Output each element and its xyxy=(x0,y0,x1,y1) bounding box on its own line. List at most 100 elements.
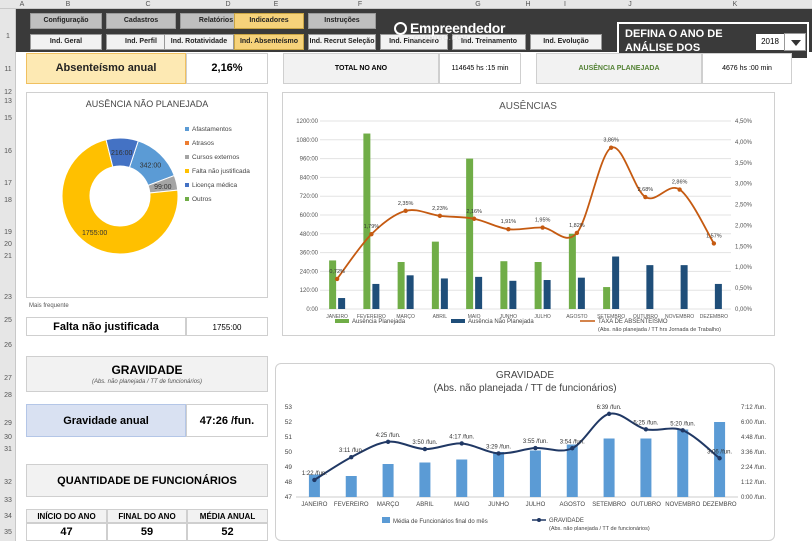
row-header-25[interactable]: 25 xyxy=(4,317,12,324)
y2-tick-label-7: 3,50% xyxy=(735,161,753,167)
bar-planejada-1 xyxy=(363,133,371,309)
row-header-34[interactable]: 34 xyxy=(4,513,12,520)
taxa-label-0: 0,72% xyxy=(329,269,345,275)
bar-planejada-3 xyxy=(431,241,439,309)
bar-nao-planejada-10 xyxy=(680,265,688,309)
grav-legend-bar-swatch xyxy=(382,517,390,523)
row-header-19[interactable]: 19 xyxy=(4,229,12,236)
x-tick-label-11: DEZEMBRO xyxy=(700,314,728,320)
bar-nao-planejada-6 xyxy=(543,280,551,309)
bar-nao-planejada-9 xyxy=(646,265,654,309)
kpi-absenteismo-label: Absenteísmo anual xyxy=(55,62,157,74)
gravidade-chart-panel: GRAVIDADE (Abs. não planejada / TT de fun… xyxy=(275,363,775,541)
row-header-27[interactable]: 27 xyxy=(4,375,12,382)
row-header-11[interactable]: 11 xyxy=(4,66,12,73)
x-tick-label-3: ABRIL xyxy=(433,314,448,320)
gravidade-label-11: 3:06 /fun. xyxy=(707,449,732,455)
column-header-b[interactable]: B xyxy=(65,1,71,8)
row-header-17[interactable]: 17 xyxy=(4,180,12,187)
row-header-30[interactable]: 30 xyxy=(4,434,12,441)
grav-y-tick-6: 53 xyxy=(285,404,293,411)
row-header-23[interactable]: 23 xyxy=(4,294,12,301)
legend-planejada-label: Ausência Planejada xyxy=(352,319,406,325)
legend-taxa-sublabel: (Abs. não planejada / TT hrs Jornada de … xyxy=(598,327,721,333)
taxa-label-10: 2,86% xyxy=(672,180,688,186)
row-header-28[interactable]: 28 xyxy=(4,392,12,399)
sub-ind-rotatividade-button[interactable]: Ind. Rotatividade xyxy=(164,34,234,50)
bar-nao-planejada-1 xyxy=(372,283,380,309)
media-label: MÉDIA ANUAL xyxy=(199,512,256,521)
nav-indicadores-button[interactable]: Indicadores xyxy=(234,13,304,29)
row-header-15[interactable]: 15 xyxy=(4,115,12,122)
y-tick-label-1: 120:00 xyxy=(300,288,319,294)
sub-ind-absenteismo-button[interactable]: Ind. Absenteísmo xyxy=(234,34,304,50)
legend-swatch-4 xyxy=(185,183,189,187)
year-select-value[interactable]: 2018 xyxy=(756,34,784,50)
column-header-e[interactable]: E xyxy=(273,1,279,8)
y-tick-label-8: 960:00 xyxy=(300,157,319,163)
column-header-j[interactable]: J xyxy=(628,1,632,8)
gravidade-title: GRAVIDADE xyxy=(111,363,183,377)
sub-ind-treinamento-button[interactable]: Ind. Treinamento xyxy=(452,34,526,50)
taxa-label-8: 3,86% xyxy=(603,138,619,144)
grav-x-tick-6: JULHO xyxy=(526,502,546,508)
x-tick-label-2: MARÇO xyxy=(396,314,415,320)
row-header-33[interactable]: 33 xyxy=(4,497,12,504)
column-header-a[interactable]: A xyxy=(19,1,25,8)
nav-configuracao-button[interactable]: Configuração xyxy=(30,13,102,29)
y2-tick-label-2: 1,00% xyxy=(735,265,753,271)
inicio-value: 47 xyxy=(60,526,73,538)
sub-ind-evolucao-button[interactable]: Ind. Evolução xyxy=(530,34,602,50)
column-header-c[interactable]: C xyxy=(145,1,151,8)
row-header-29[interactable]: 29 xyxy=(4,420,12,427)
row-header-20[interactable]: 20 xyxy=(4,241,12,248)
nav-cadastros-button[interactable]: Cadastros xyxy=(106,13,176,29)
sub-ind-geral-button[interactable]: Ind. Geral xyxy=(30,34,102,50)
row-header-35[interactable]: 35 xyxy=(4,529,12,536)
x-tick-label-4: MAIO xyxy=(468,314,481,320)
sub-ind-recrut-selecao-button[interactable]: Ind. Recrut Seleção xyxy=(308,34,376,50)
row-header-32[interactable]: 32 xyxy=(4,479,12,486)
taxa-label-11: 1,57% xyxy=(706,233,722,239)
column-header-d[interactable]: D xyxy=(225,1,231,8)
gravidade-label-7: 3:54 /fun. xyxy=(560,439,585,445)
inicio-value-cell: 47 xyxy=(26,523,107,541)
sub-ind-financeiro-button[interactable]: Ind. Financeiro xyxy=(380,34,448,50)
grav-bar-9 xyxy=(640,438,652,497)
gravidade-point-6 xyxy=(533,445,538,451)
column-header-f[interactable]: F xyxy=(357,1,363,8)
logo-title: Empreendedor xyxy=(410,20,506,36)
taxa-label-1: 1,79% xyxy=(364,224,380,230)
grav-y2-tick-5: 6:00 /fun. xyxy=(741,420,766,426)
row-header-16[interactable]: 16 xyxy=(4,148,12,155)
taxa-label-9: 2,68% xyxy=(638,187,654,193)
legend-swatch-3 xyxy=(185,169,189,173)
gravidade-point-8 xyxy=(606,411,612,417)
bar-planejada-7 xyxy=(568,233,576,309)
column-header-k[interactable]: K xyxy=(732,1,738,8)
bar-planejada-0 xyxy=(329,260,337,309)
row-header-18[interactable]: 18 xyxy=(4,197,12,204)
grav-x-tick-10: NOVEMBRO xyxy=(665,502,700,508)
column-header-h[interactable]: H xyxy=(525,1,531,8)
y2-tick-label-4: 2,00% xyxy=(735,223,753,229)
nav-instrucoes-button[interactable]: Instruções xyxy=(308,13,376,29)
row-header-21[interactable]: 21 xyxy=(4,253,12,260)
column-header-i[interactable]: I xyxy=(564,1,566,8)
taxa-point-11 xyxy=(711,241,717,246)
row-header-26[interactable]: 26 xyxy=(4,342,12,349)
donut-slice-4 xyxy=(105,137,139,169)
bar-planejada-8 xyxy=(603,287,611,309)
chevron-down-icon[interactable] xyxy=(784,33,806,51)
kpi-total-value-cell: 114645 hs :15 min xyxy=(439,53,521,84)
gravidade-point-4 xyxy=(459,441,464,446)
column-header-g[interactable]: G xyxy=(475,1,481,8)
gravidade-label-0: 1:22 /fun. xyxy=(302,471,327,477)
row-header-31[interactable]: 31 xyxy=(4,446,12,453)
row-header-1[interactable]: 1 xyxy=(6,33,10,40)
row-header-13[interactable]: 13 xyxy=(4,98,12,105)
navigation-bar: Configuração Cadastros Relatórios Indica… xyxy=(16,9,812,68)
taxa-label-6: 1,95% xyxy=(535,218,551,224)
gravidade-subtitle: (Abs. não planejada / TT de funcionários… xyxy=(91,379,203,385)
row-header-12[interactable]: 12 xyxy=(4,89,12,96)
